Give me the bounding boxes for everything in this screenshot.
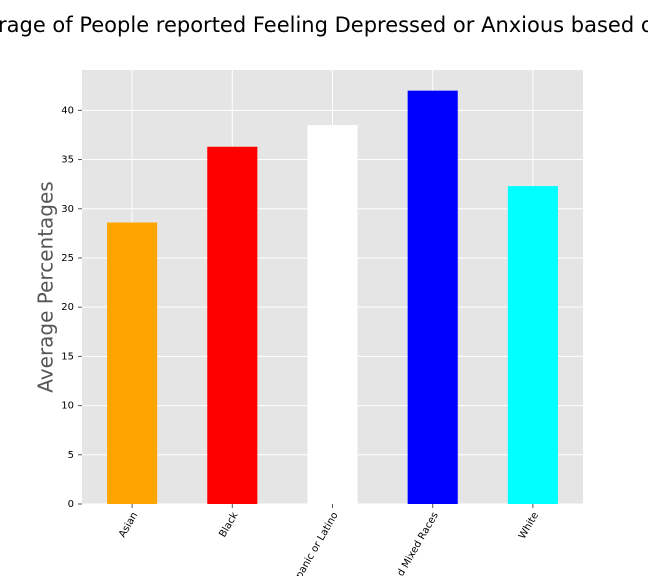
- y-tick-label: 30: [61, 204, 74, 215]
- x-tick-label: White: [517, 511, 541, 542]
- x-tick-label: Asian: [117, 511, 140, 540]
- bar: [207, 146, 258, 504]
- y-tick-label: 0: [68, 499, 74, 510]
- y-tick-label: 5: [68, 450, 74, 461]
- x-tick-label: d Mixed Races: [395, 511, 441, 576]
- y-tick-label: 10: [61, 401, 74, 412]
- y-tick-label: 20: [61, 302, 74, 313]
- x-tick-label: panic or Latino: [294, 511, 341, 576]
- bar: [507, 186, 558, 504]
- bar: [107, 222, 158, 505]
- x-tick-label: Black: [217, 510, 240, 539]
- y-tick-label: 35: [61, 155, 74, 166]
- y-axis-label: Average Percentages: [34, 181, 58, 392]
- y-tick-label: 15: [61, 351, 74, 362]
- chart-title: rage of People reported Feeling Depresse…: [0, 13, 648, 37]
- y-tick-label: 25: [61, 253, 74, 264]
- bar: [407, 90, 458, 505]
- bar: [307, 125, 358, 504]
- y-tick-label: 40: [61, 105, 74, 116]
